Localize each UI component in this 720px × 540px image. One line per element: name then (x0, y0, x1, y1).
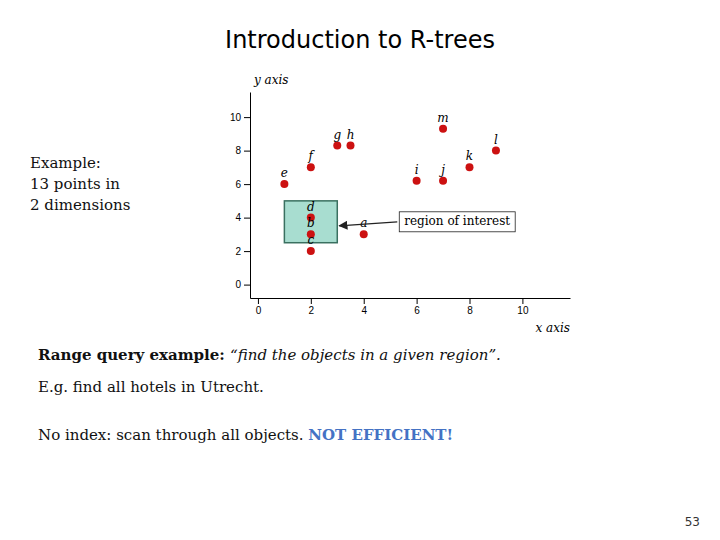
point-label: b (307, 216, 315, 230)
x-axis-tick: 8 (467, 298, 473, 316)
y-axis-label: y axis (253, 73, 289, 87)
x-axis-tick: 4 (361, 298, 367, 316)
y-axis-tick-label: 0 (235, 279, 241, 290)
point-label: l (494, 133, 498, 147)
point (346, 142, 354, 150)
x-axis-tick-label: 10 (517, 305, 529, 316)
x-axis-tick-label: 6 (414, 305, 420, 316)
x-axis-tick-mark (311, 298, 312, 304)
note-line: No index: scan through all objects. NOT … (38, 426, 453, 444)
region-label-box (399, 212, 515, 232)
y-axis-tick: 0 (235, 279, 250, 290)
y-axis-tick-mark (244, 251, 250, 252)
x-axis: 0 2 4 6 8 10 (251, 298, 571, 316)
side-note-line: 2 dimensions (30, 196, 130, 214)
side-note-line: 13 points in (30, 175, 120, 193)
note-line: Range query example: “find the objects i… (38, 346, 501, 364)
region-arrow (339, 222, 397, 226)
y-axis-tick-mark (244, 218, 250, 219)
x-axis-tick-mark (364, 298, 365, 304)
point (439, 177, 447, 185)
x-axis-tick: 10 (517, 298, 529, 316)
y-axis-tick: 4 (235, 212, 250, 223)
x-axis-label: x axis (536, 321, 571, 335)
notes: Range query example: “find the objects i… (38, 346, 501, 444)
x-axis-tick: 6 (414, 298, 420, 316)
side-note: Example: 13 points in 2 dimensions (30, 154, 130, 214)
point-label: c (307, 233, 314, 247)
point-label: e (281, 166, 288, 180)
y-axis-line (250, 93, 251, 299)
y-axis-tick-label: 2 (235, 246, 241, 257)
x-axis-tick-mark (417, 298, 418, 304)
note-part: “find the objects in a given region”. (230, 346, 501, 364)
point-label: d (307, 200, 315, 214)
y-axis-tick: 6 (235, 179, 250, 190)
chart: Introduction to R-trees 0 2 4 6 8 10 0 2 4 6 8 10 x a… (0, 0, 720, 540)
y-axis-tick: 2 (235, 246, 250, 257)
y-axis-tick: 10 (230, 112, 250, 123)
title: Introduction to R-trees (225, 26, 495, 54)
y-axis-tick-mark (244, 184, 250, 185)
note-part: No index: scan through all objects. (38, 426, 308, 444)
region-label: region of interest (399, 212, 515, 232)
plot-area (280, 125, 500, 255)
x-axis-tick-label: 2 (309, 305, 315, 316)
region-label-text: region of interest (404, 214, 510, 228)
y-axis-tick-label: 6 (235, 179, 241, 190)
x-axis-tick-label: 4 (361, 305, 367, 316)
y-axis-tick-mark (244, 151, 250, 152)
point (413, 177, 421, 185)
x-axis-tick-mark (258, 298, 259, 304)
note-part: NOT EFFICIENT! (308, 426, 453, 444)
x-axis-tick-mark (470, 298, 471, 304)
y-axis-tick-mark (244, 285, 250, 286)
note-part: E.g. find all hotels in Utrecht. (38, 378, 264, 396)
point (492, 147, 500, 155)
note-part: Range query example: (38, 346, 230, 364)
point-label: g (333, 128, 341, 142)
point-label: h (347, 128, 355, 142)
y-axis: 0 2 4 6 8 10 (230, 93, 251, 299)
point (307, 163, 315, 171)
x-axis-tick: 0 (256, 298, 262, 316)
point (360, 230, 368, 238)
note-line: E.g. find all hotels in Utrecht. (38, 378, 264, 396)
point-label: m (437, 111, 448, 125)
point-label: f (308, 149, 316, 163)
point (439, 125, 447, 133)
y-axis-tick-label: 8 (235, 145, 241, 156)
page-number: 53 (685, 515, 700, 529)
y-axis-tick-label: 4 (235, 212, 241, 223)
point (307, 247, 315, 255)
y-axis-tick: 8 (235, 145, 250, 156)
point (333, 142, 341, 150)
x-axis-tick-mark (522, 298, 523, 304)
x-axis-tick: 2 (309, 298, 315, 316)
x-axis-tick-label: 8 (467, 305, 473, 316)
point (466, 163, 474, 171)
point-label: j (438, 163, 445, 177)
point-label: k (466, 149, 473, 163)
y-axis-tick-mark (244, 117, 250, 118)
point-label: i (415, 163, 419, 177)
point (280, 180, 288, 188)
y-axis-tick-label: 10 (230, 112, 242, 123)
side-note-line: Example: (30, 154, 101, 172)
x-axis-tick-label: 0 (256, 305, 262, 316)
